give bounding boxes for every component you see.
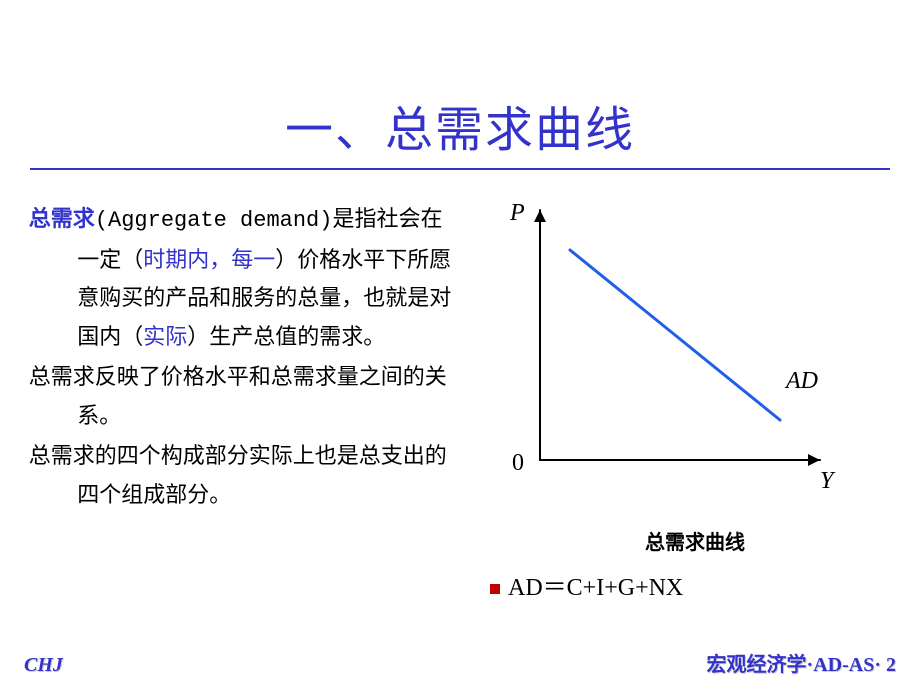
ad-chart: P 0 Y AD bbox=[490, 200, 850, 520]
x-axis-label: Y bbox=[820, 468, 833, 495]
origin-label: 0 bbox=[512, 450, 524, 477]
p1-highlight-1: 时期内，每一 bbox=[143, 247, 275, 272]
term-aggregate-demand: 总需求 bbox=[29, 206, 95, 231]
line-label: AD bbox=[786, 368, 818, 395]
p1-text-c: ）生产总值的需求。 bbox=[187, 324, 385, 349]
term-english: (Aggregate demand) bbox=[95, 208, 333, 233]
content-row: 总需求(Aggregate demand)是指社会在一定（时期内，每一）价格水平… bbox=[0, 170, 920, 602]
chart-column: P 0 Y AD 总需求曲线 AD＝C+I+G+NX bbox=[460, 200, 900, 602]
slide-title: 一、总需求曲线 bbox=[0, 0, 920, 160]
p1-highlight-2: 实际 bbox=[143, 324, 187, 349]
formula-row: AD＝C+I+G+NX bbox=[490, 567, 900, 602]
formula-text: AD＝C+I+G+NX bbox=[508, 575, 683, 601]
text-column: 总需求(Aggregate demand)是指社会在一定（时期内，每一）价格水平… bbox=[20, 200, 460, 602]
footer-page-num: 2 bbox=[886, 654, 896, 676]
footer-left: CHJ bbox=[24, 654, 63, 677]
paragraph-3: 总需求的四个构成部分实际上也是总支出的四个组成部分。 bbox=[20, 437, 460, 514]
footer-right: 宏观经济学·AD-AS· 2 bbox=[707, 648, 896, 677]
chart-caption: 总需求曲线 bbox=[490, 526, 900, 555]
footer: CHJ 宏观经济学·AD-AS· 2 bbox=[0, 648, 920, 677]
slide: 一、总需求曲线 总需求(Aggregate demand)是指社会在一定（时期内… bbox=[0, 0, 920, 691]
footer-course: 宏观经济学·AD-AS· bbox=[707, 654, 881, 676]
bullet-icon bbox=[490, 584, 500, 594]
paragraph-2: 总需求反映了价格水平和总需求量之间的关系。 bbox=[20, 358, 460, 435]
paragraph-1: 总需求(Aggregate demand)是指社会在一定（时期内，每一）价格水平… bbox=[20, 200, 460, 356]
y-axis-label: P bbox=[510, 200, 525, 227]
chart-svg bbox=[490, 200, 850, 500]
